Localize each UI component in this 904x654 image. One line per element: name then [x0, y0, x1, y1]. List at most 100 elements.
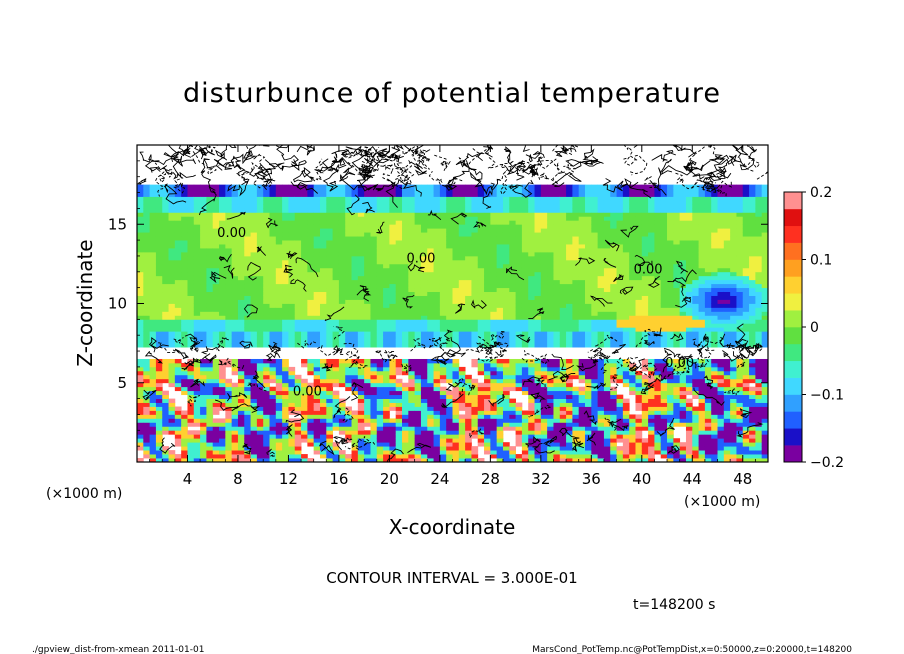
heatmap-cell [439, 263, 447, 269]
heatmap-cell [187, 196, 195, 201]
heatmap-cell [477, 331, 485, 336]
heatmap-cell [452, 279, 460, 285]
heatmap-cell [174, 343, 182, 348]
heatmap-cell [433, 248, 441, 253]
heatmap-cell [237, 406, 245, 411]
heatmap-cell [477, 232, 485, 237]
heatmap-cell [275, 232, 283, 237]
heatmap-cell [162, 402, 169, 407]
heatmap-cell [496, 200, 504, 205]
heatmap-cell [559, 402, 567, 407]
heatmap-cell [345, 430, 352, 435]
heatmap-cell [484, 398, 491, 403]
heatmap-cell [206, 212, 214, 217]
heatmap-cell [294, 454, 302, 459]
heatmap-cell [313, 323, 321, 328]
heatmap-cell [370, 255, 378, 261]
heatmap-cell [578, 303, 586, 308]
heatmap-cell [282, 410, 289, 415]
heatmap-cell [162, 319, 169, 324]
heatmap-cell [509, 299, 516, 304]
heatmap-cell [345, 216, 352, 221]
heatmap-cell [137, 390, 144, 396]
heatmap-cell [572, 370, 580, 376]
heatmap-cell [578, 406, 586, 411]
heatmap-cell [597, 244, 605, 249]
heatmap-cell [547, 343, 554, 348]
heatmap-cell [402, 236, 409, 241]
heatmap-cell [212, 442, 220, 447]
heatmap-cell [275, 430, 283, 435]
heatmap-cell [521, 232, 529, 237]
heatmap-cell [256, 275, 264, 281]
heatmap-cell [566, 446, 573, 451]
heatmap-cell [471, 200, 479, 205]
heatmap-cell [301, 327, 308, 332]
heatmap-cell [250, 362, 258, 368]
heatmap-cell [225, 228, 233, 233]
heatmap-cell [534, 236, 542, 241]
heatmap-cell [338, 311, 346, 316]
heatmap-cell [288, 311, 296, 316]
heatmap-cell [465, 232, 472, 237]
heatmap-cell [572, 394, 580, 399]
heatmap-cell [420, 339, 428, 344]
heatmap-cell [490, 251, 498, 257]
heatmap-cell [351, 343, 359, 348]
heatmap-cell [206, 263, 214, 269]
heatmap-cell [490, 402, 498, 407]
heatmap-cell [521, 255, 529, 261]
heatmap-cell [313, 311, 321, 316]
heatmap-cell [338, 327, 346, 332]
heatmap-cell [585, 192, 592, 197]
heatmap-cell [578, 208, 586, 213]
heatmap-cell [174, 271, 182, 277]
heatmap-cell [572, 438, 580, 443]
heatmap-cell [566, 426, 573, 431]
heatmap-cell [439, 303, 447, 308]
heatmap-cell [439, 208, 447, 213]
heatmap-cell [547, 378, 554, 384]
heatmap-cell [269, 255, 277, 261]
heatmap-cell [496, 196, 504, 201]
heatmap-cell [484, 414, 491, 419]
heatmap-cell [395, 327, 403, 332]
heatmap-cell [490, 394, 498, 399]
heatmap-cell [269, 366, 277, 372]
heatmap-cell [534, 216, 542, 221]
heatmap-cell [559, 438, 567, 443]
heatmap-cell [610, 196, 617, 201]
heatmap-cell [301, 251, 308, 257]
heatmap-cell [181, 311, 188, 316]
heatmap-cell [338, 339, 346, 344]
heatmap-cell [256, 366, 264, 372]
heatmap-cell [616, 454, 624, 459]
heatmap-cell [275, 434, 283, 439]
heatmap-cell [307, 386, 315, 392]
heatmap-cell [433, 394, 441, 399]
heatmap-cell [496, 323, 504, 328]
heatmap-cell [534, 442, 542, 447]
heatmap-cell [395, 382, 403, 388]
heatmap-cell [162, 374, 169, 380]
heatmap-cell [364, 378, 371, 384]
heatmap-cell [326, 240, 334, 245]
heatmap-cell [509, 184, 516, 189]
heatmap-cell [370, 248, 378, 253]
heatmap-cell [597, 378, 605, 384]
heatmap-cell [357, 422, 365, 427]
heatmap-cell [162, 259, 169, 265]
heatmap-cell [231, 343, 239, 348]
heatmap-cell [212, 362, 220, 368]
heatmap-cell [395, 287, 403, 293]
heatmap-cell [364, 458, 371, 462]
heatmap-cell [294, 446, 302, 451]
heatmap-cell [477, 323, 485, 328]
heatmap-cell [376, 236, 384, 241]
heatmap-cell [528, 236, 535, 241]
heatmap-cell [465, 394, 472, 399]
heatmap-cell [540, 303, 548, 308]
heatmap-cell [528, 212, 535, 217]
heatmap-cell [269, 204, 277, 209]
heatmap-cell [389, 287, 397, 293]
